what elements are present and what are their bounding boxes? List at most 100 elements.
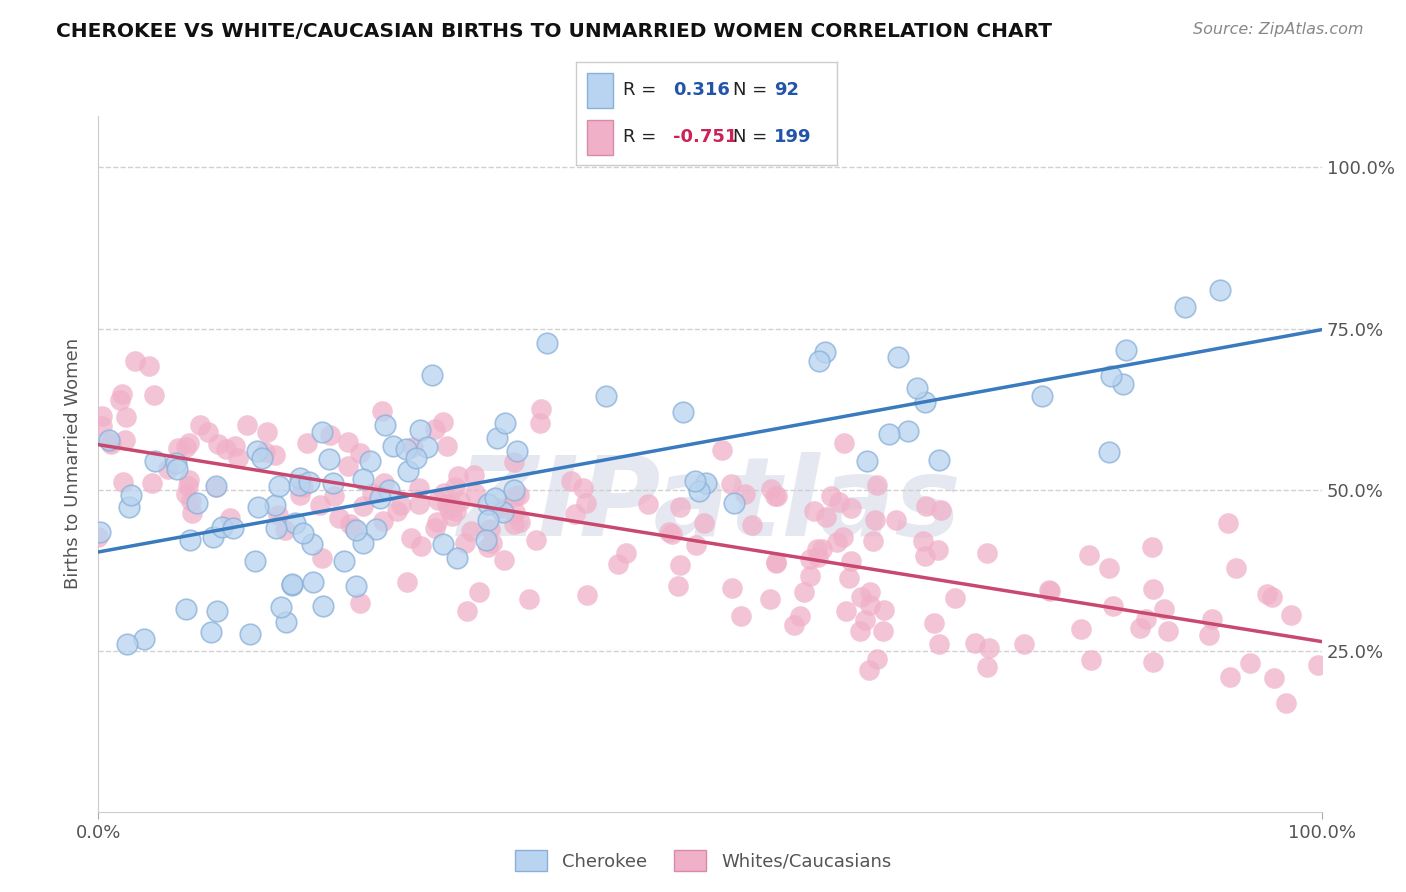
Point [977,641,1000,656]
Point [1308,658,1330,673]
Point [849,624,872,638]
Text: CHEROKEE VS WHITE/CAUCASIAN BIRTHS TO UNMARRIED WOMEN CORRELATION CHART: CHEROKEE VS WHITE/CAUCASIAN BIRTHS TO UN… [56,22,1052,41]
Point [432,537,454,551]
Point [1142,582,1164,596]
Point [359,454,381,468]
Point [530,402,553,417]
Point [814,510,837,524]
Point [571,481,593,495]
Point [886,350,908,364]
Point [853,613,876,627]
Point [1098,445,1121,459]
Point [799,552,821,566]
Point [486,431,509,445]
Point [89,525,111,540]
Point [288,488,311,502]
Text: R =: R = [623,128,657,146]
Point [378,483,401,497]
Point [730,608,752,623]
Point [332,554,354,568]
Point [371,404,394,418]
Point [839,554,862,568]
Point [311,425,333,439]
Point [1112,376,1135,391]
Point [897,425,920,439]
Point [426,515,449,529]
Point [1142,540,1164,554]
Point [205,604,228,618]
Point [188,418,211,433]
Text: 0.316: 0.316 [672,81,730,99]
Point [683,474,706,488]
Point [912,534,935,549]
Point [1031,388,1053,402]
Point [302,574,325,589]
Point [444,480,467,494]
Point [873,603,896,617]
Point [108,392,131,407]
Point [352,472,374,486]
Point [685,538,707,552]
Point [524,533,547,547]
Point [793,584,815,599]
Point [456,604,478,618]
Point [1225,561,1247,575]
Point [928,453,950,467]
Point [409,539,432,553]
Point [865,513,887,527]
Point [395,574,418,589]
Point [200,625,222,640]
Text: Source: ZipAtlas.com: Source: ZipAtlas.com [1194,22,1364,37]
Point [1078,549,1101,563]
Point [263,448,285,462]
Point [274,523,297,537]
Point [344,578,367,592]
Point [352,499,374,513]
Point [477,497,499,511]
Point [503,505,526,519]
Point [114,433,136,447]
Point [765,555,787,569]
Point [167,441,190,455]
Point [157,462,180,476]
Point [288,471,311,485]
Point [1153,601,1175,615]
Point [856,454,879,468]
Point [503,489,526,503]
Point [477,513,499,527]
Point [87,530,110,544]
Point [807,353,830,368]
Point [111,386,134,401]
Point [905,381,928,395]
Point [488,500,510,515]
Point [339,517,361,532]
Point [447,469,470,483]
Point [669,500,692,514]
Point [371,514,394,528]
Point [349,446,371,460]
Point [361,486,384,500]
Point [1115,343,1137,358]
Point [529,417,551,431]
Point [90,419,112,434]
Point [508,488,530,502]
Point [595,389,617,403]
Point [124,353,146,368]
Point [859,598,882,612]
Point [963,635,986,649]
Point [765,489,787,503]
Point [484,491,506,505]
Point [256,425,278,440]
Point [723,496,745,510]
Point [463,467,485,482]
Point [416,440,439,454]
Point [177,479,200,493]
Point [922,616,945,631]
Point [215,442,238,456]
Point [112,475,135,490]
Point [858,663,880,677]
Point [405,451,427,466]
Point [180,494,202,508]
Point [368,491,391,505]
Point [436,497,458,511]
